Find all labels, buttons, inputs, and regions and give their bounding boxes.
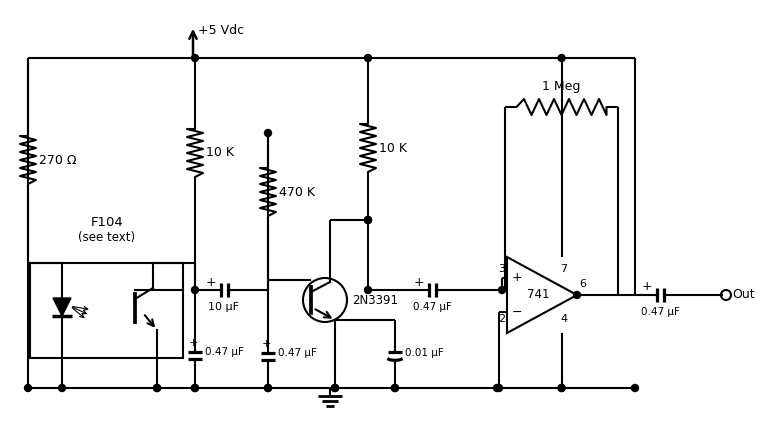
Text: 0.47 μF: 0.47 μF bbox=[640, 307, 679, 317]
Text: 10 μF: 10 μF bbox=[209, 302, 239, 312]
Text: 741: 741 bbox=[526, 289, 549, 302]
Text: +5 Vdc: +5 Vdc bbox=[198, 24, 244, 37]
Circle shape bbox=[154, 384, 160, 391]
Circle shape bbox=[496, 384, 503, 391]
Circle shape bbox=[192, 286, 199, 293]
Bar bbox=[30, 263, 183, 358]
Circle shape bbox=[391, 384, 399, 391]
Circle shape bbox=[264, 384, 271, 391]
Polygon shape bbox=[53, 298, 71, 316]
Text: 4: 4 bbox=[560, 314, 567, 324]
Circle shape bbox=[264, 130, 271, 137]
Text: 2: 2 bbox=[498, 314, 505, 324]
Circle shape bbox=[494, 384, 500, 391]
Text: +: + bbox=[188, 338, 198, 348]
Circle shape bbox=[264, 384, 271, 391]
Circle shape bbox=[632, 384, 639, 391]
Text: 6: 6 bbox=[579, 279, 586, 289]
Circle shape bbox=[574, 292, 581, 299]
Text: 7: 7 bbox=[560, 264, 567, 274]
Circle shape bbox=[558, 384, 565, 391]
Circle shape bbox=[364, 54, 371, 61]
Text: 10 K: 10 K bbox=[206, 146, 234, 159]
Text: 0.47 μF: 0.47 μF bbox=[413, 302, 452, 312]
Circle shape bbox=[498, 286, 506, 293]
Circle shape bbox=[391, 384, 399, 391]
Text: 3: 3 bbox=[498, 264, 505, 274]
Text: 470 K: 470 K bbox=[279, 185, 315, 198]
Circle shape bbox=[192, 384, 199, 391]
Circle shape bbox=[24, 384, 31, 391]
Text: +: + bbox=[261, 339, 270, 349]
Circle shape bbox=[192, 54, 199, 61]
Circle shape bbox=[364, 286, 371, 293]
Text: 1 Meg: 1 Meg bbox=[542, 80, 581, 93]
Text: F104: F104 bbox=[91, 216, 123, 229]
Circle shape bbox=[364, 216, 371, 223]
Text: +: + bbox=[206, 276, 216, 289]
Text: +: + bbox=[512, 271, 523, 284]
Circle shape bbox=[332, 384, 338, 391]
Text: 0.01 μF: 0.01 μF bbox=[405, 348, 444, 358]
Circle shape bbox=[558, 384, 565, 391]
Text: 0.47 μF: 0.47 μF bbox=[205, 347, 244, 357]
Text: Out: Out bbox=[732, 289, 755, 302]
Text: +: + bbox=[642, 280, 652, 293]
Text: +: + bbox=[413, 276, 424, 289]
Circle shape bbox=[59, 384, 66, 391]
Circle shape bbox=[154, 384, 160, 391]
Text: −: − bbox=[512, 305, 523, 319]
Circle shape bbox=[332, 384, 338, 391]
Circle shape bbox=[192, 384, 199, 391]
Text: 0.47 μF: 0.47 μF bbox=[278, 348, 317, 358]
Text: (see text): (see text) bbox=[79, 232, 135, 245]
Circle shape bbox=[558, 54, 565, 61]
Text: 270 Ω: 270 Ω bbox=[39, 153, 76, 166]
Circle shape bbox=[364, 216, 371, 223]
Text: 10 K: 10 K bbox=[379, 142, 407, 155]
Text: 2N3391: 2N3391 bbox=[352, 293, 398, 306]
